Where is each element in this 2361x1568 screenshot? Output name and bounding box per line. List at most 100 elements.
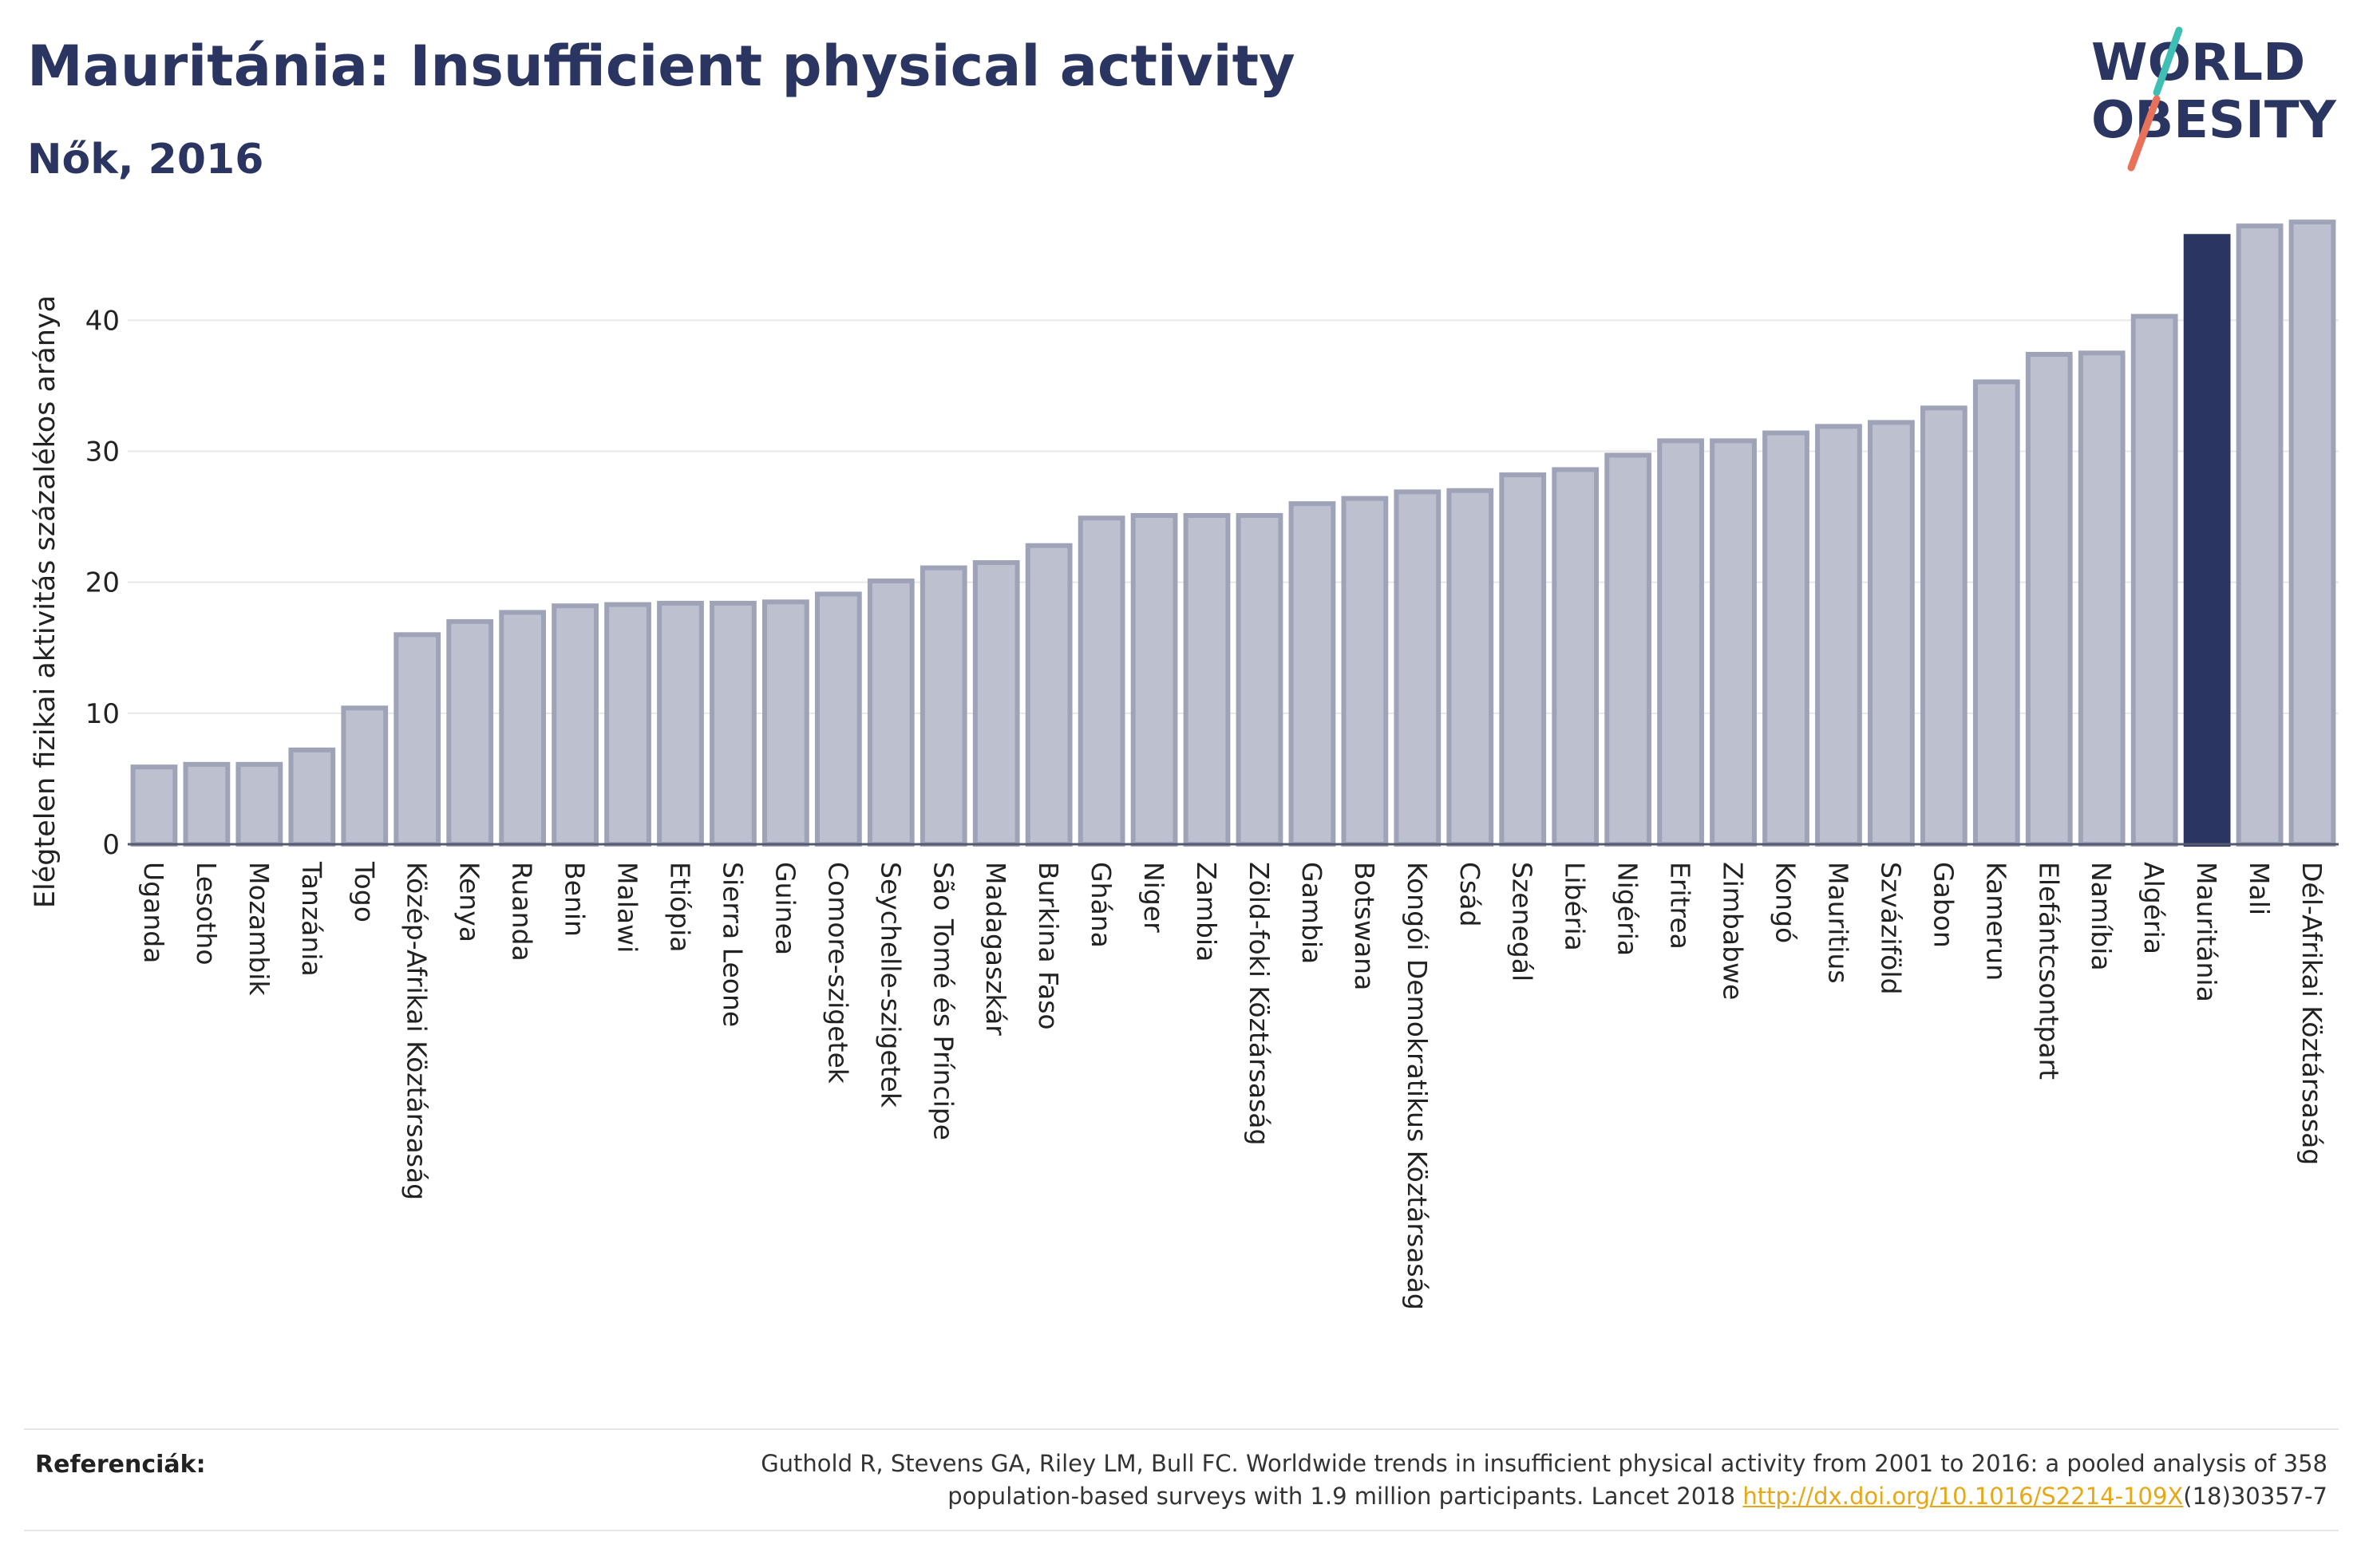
- bar-burkina-faso: [1025, 543, 1073, 847]
- bar-kenya: [446, 618, 494, 847]
- x-tick-label: Botswana: [1349, 862, 1380, 990]
- x-tick-label: Ghána: [1086, 862, 1117, 948]
- bar-zambia: [1183, 512, 1231, 847]
- x-tick-label: Malawi: [612, 862, 643, 953]
- bar-gambia: [1288, 501, 1336, 847]
- references-label: Referenciák:: [35, 1451, 206, 1479]
- bar-szenegál: [1499, 472, 1547, 847]
- y-tick-label: 10: [85, 698, 120, 730]
- x-tick-label: Nigéria: [1612, 862, 1643, 956]
- references-section: Referenciák: Guthold R, Stevens GA, Rile…: [24, 1428, 2339, 1531]
- bar-mali: [2236, 223, 2284, 847]
- bar-eritrea: [1657, 438, 1704, 847]
- bar-kongói-demokratikus-köztársaság: [1394, 489, 1442, 847]
- bar-niger: [1130, 512, 1178, 847]
- bar-chart: 0 10 20 30 40 Elégtelen fizikai aktivitás szá…: [30, 219, 2339, 1310]
- x-tick-label: Niger: [1138, 862, 1169, 933]
- x-tick-label: Kenya: [454, 862, 485, 942]
- bar-zimbabwe: [1710, 438, 1757, 847]
- logo-slash-coral: [2127, 95, 2161, 172]
- bar-malawi: [604, 602, 651, 847]
- bar-namíbia: [2078, 350, 2126, 847]
- x-tick-label: Benin: [560, 862, 591, 937]
- x-tick-label: Gambia: [1296, 862, 1327, 964]
- x-tick-label: São Tomé és Príncipe: [927, 862, 959, 1140]
- x-tick-label: Etiópia: [665, 862, 696, 953]
- bar-nigéria: [1604, 452, 1652, 847]
- bar-zöld-foki-köztársaság: [1236, 512, 1283, 847]
- x-tick-label: Lesotho: [191, 862, 222, 966]
- world-obesity-logo: WORLD OBESITY: [2091, 26, 2336, 172]
- x-tick-label: Mauritius: [1822, 862, 1853, 984]
- x-tick-label: Libéria: [1560, 862, 1591, 951]
- y-tick-label: 0: [102, 829, 120, 861]
- bar-tanzánia: [288, 747, 336, 847]
- reference-line-1: Guthold R, Stevens GA, Riley LM, Bull FC…: [761, 1450, 2327, 1477]
- x-tick-label: Tanzánia: [296, 861, 327, 977]
- x-tick-label: Burkina Faso: [1033, 862, 1064, 1030]
- x-tick-label: Mozambik: [243, 862, 275, 996]
- x-tick-label: Zimbabwe: [1718, 862, 1749, 1000]
- bar-comore-szigetek: [814, 591, 862, 847]
- bar-sierra-leone: [710, 600, 757, 847]
- bar-közép-afrikai-köztársaság: [394, 632, 441, 847]
- x-tick-label: Gabon: [1928, 862, 1959, 948]
- logo-slash-teal: [2153, 26, 2183, 97]
- bar-csád: [1446, 488, 1494, 847]
- x-tick-label: Sierra Leone: [717, 862, 748, 1027]
- bar-lesotho: [183, 761, 231, 847]
- bar-guinea: [762, 599, 809, 847]
- x-tick-label: Namíbia: [2086, 862, 2117, 971]
- bar-kongó: [1762, 430, 1809, 847]
- x-tick-label: Ruanda: [507, 862, 538, 962]
- bar-gabon: [1920, 405, 1968, 847]
- bar-togo: [341, 705, 389, 847]
- reference-line-2: population-based surveys with 1.9 millio…: [947, 1483, 1743, 1510]
- bar-libéria: [1552, 467, 1600, 847]
- bar-mozambik: [235, 761, 283, 847]
- x-tick-label: Uganda: [138, 862, 169, 963]
- y-tick-label: 20: [85, 567, 120, 599]
- bar-elefántcsontpart: [2025, 352, 2073, 847]
- y-tick-label: 30: [85, 436, 120, 468]
- reference-line-2-end: (18)30357-7: [2183, 1483, 2327, 1510]
- bar-kamerun: [1972, 379, 2020, 847]
- x-tick-label: Kamerun: [1980, 862, 2011, 981]
- x-tick-label: Madagaszkár: [980, 862, 1011, 1036]
- bar-uganda: [130, 764, 178, 847]
- x-tick-label: Elefántcsontpart: [2033, 862, 2064, 1080]
- bar-algéria: [2130, 314, 2178, 847]
- bar-ghána: [1078, 515, 1125, 847]
- bar-botswana: [1341, 496, 1389, 847]
- chart-title: Mauritánia: Insufficient physical activi…: [27, 34, 1295, 99]
- bar-benin: [552, 603, 599, 847]
- x-tick-label: Mali: [2244, 862, 2275, 915]
- x-tick-label: Dél-Afrikai Köztársaság: [2296, 862, 2327, 1165]
- x-tick-label: Kongó: [1770, 862, 1801, 943]
- x-tick-label: Togo: [349, 861, 380, 922]
- x-tick-label: Zambia: [1191, 862, 1222, 962]
- x-tick-label: Szenegál: [1507, 862, 1538, 981]
- x-tick-label: Comore-szigetek: [822, 862, 853, 1084]
- x-tick-label: Csád: [1454, 862, 1485, 926]
- bar-szváziföld: [1868, 420, 1915, 847]
- y-axis-label: Elégtelen fizikai aktivitás százalékos a…: [30, 295, 61, 908]
- bar-mauritánia: [2183, 234, 2231, 847]
- x-tick-label: Mauritánia: [2191, 862, 2222, 1002]
- logo-word-world: WORLD: [2091, 34, 2305, 93]
- x-tick-label: Szváziföld: [1875, 862, 1906, 994]
- y-tick-label: 40: [85, 305, 120, 337]
- doi-link[interactable]: http://dx.doi.org/10.1016/S2214-109X: [1742, 1483, 2184, 1510]
- bar-seychelle-szigetek: [867, 579, 915, 847]
- x-tick-label: Seychelle-szigetek: [875, 862, 906, 1108]
- x-tick-label: Zöld-foki Köztársaság: [1244, 862, 1275, 1145]
- x-tick-label: Eritrea: [1665, 862, 1696, 950]
- bar-s-o-tomé-és-príncipe: [919, 565, 967, 847]
- bar-mauritius: [1815, 424, 1862, 847]
- references-text: Guthold R, Stevens GA, Riley LM, Bull FC…: [492, 1448, 2327, 1513]
- bar-etiópia: [657, 600, 704, 847]
- x-tick-label: Közép-Afrikai Köztársaság: [401, 862, 433, 1200]
- x-tick-label: Guinea: [769, 862, 801, 955]
- chart-subtitle: Nők, 2016: [27, 136, 264, 184]
- x-tick-label: Algéria: [2138, 862, 2169, 954]
